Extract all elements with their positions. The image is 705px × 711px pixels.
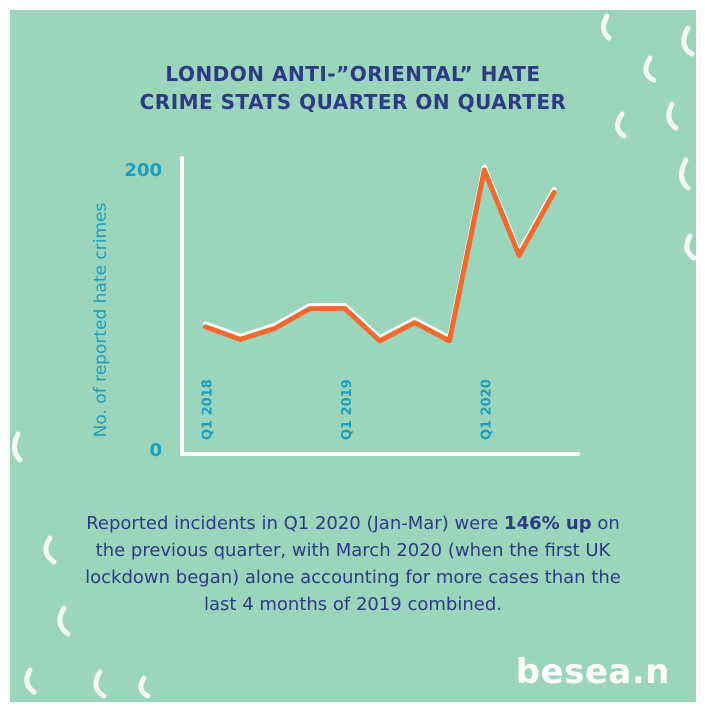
deco-mark	[138, 675, 151, 699]
series-line-highlight	[202, 164, 557, 341]
chart-title-line-1: LONDON ANTI-”ORIENTAL” HATE	[165, 62, 541, 86]
infographic-card: LONDON ANTI-”ORIENTAL” HATE CRIME STATS …	[10, 10, 696, 702]
caption-part-1: Reported incidents in Q1 2020 (Jan-Mar) …	[86, 513, 505, 534]
caption-text: Reported incidents in Q1 2020 (Jan-Mar) …	[70, 510, 636, 618]
deco-mark	[43, 535, 57, 565]
deco-mark	[24, 667, 37, 695]
caption-part-2: on the previous quarter, with March 2020…	[85, 513, 621, 615]
x-tick-label: Q1 2020	[479, 379, 494, 440]
deco-mark	[666, 101, 679, 131]
y-tick-label: 0	[149, 440, 162, 461]
series-line	[202, 167, 557, 344]
deco-mark	[601, 13, 612, 41]
deco-mark	[615, 111, 627, 139]
deco-mark	[681, 25, 695, 57]
x-tick-label: Q1 2018	[200, 379, 215, 440]
y-tick-label: 200	[124, 160, 162, 181]
line-chart: 0 200 No. of reported hate crimes Q1 2018 Q1…	[91, 156, 580, 461]
decorative-marks	[12, 13, 696, 699]
chart-title-line-2: CRIME STATS QUARTER ON QUARTER	[139, 90, 567, 114]
deco-mark	[12, 431, 23, 463]
deco-mark	[643, 55, 657, 83]
brand-logo: besea.n	[515, 652, 670, 692]
caption-highlight: 146% up	[504, 513, 592, 534]
deco-mark	[57, 605, 71, 637]
chart-title: LONDON ANTI-”ORIENTAL” HATE CRIME STATS …	[10, 60, 696, 116]
deco-mark	[679, 157, 691, 191]
deco-mark	[93, 669, 107, 699]
y-axis-label: No. of reported hate crimes	[91, 203, 111, 438]
deco-mark	[684, 233, 696, 261]
x-tick-label: Q1 2019	[340, 379, 355, 440]
